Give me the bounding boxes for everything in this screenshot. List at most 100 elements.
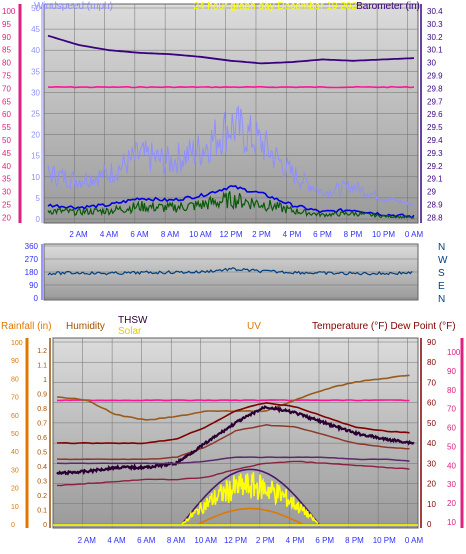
bottom-temp-tick-label: 30 <box>427 459 436 468</box>
bottom-dew-tick-label: 10 <box>447 518 456 527</box>
top-left-tick-label: 65 <box>2 97 11 106</box>
bottom-humidity-tick-label: 0.7 <box>37 421 47 428</box>
bottom-x-tick-label: 4 AM <box>107 536 126 545</box>
wind-direction-line <box>47 267 413 276</box>
bottom-temp-tick-label: 50 <box>427 419 436 428</box>
top-left-tick-label: 50 <box>2 136 11 145</box>
compass-label: W <box>438 255 448 266</box>
top-left-tick-label: 25 <box>2 201 11 210</box>
top-right-tick-label: 29.7 <box>427 97 443 106</box>
top-x-tick-label: 10 AM <box>189 230 212 239</box>
top-right-tick-label: 28.9 <box>427 201 443 210</box>
top-left-tick-label: 40 <box>2 162 11 171</box>
top-left-tick-label: 80 <box>2 59 11 68</box>
bottom-temp-tick-label: 80 <box>427 358 436 367</box>
bottom-x-tick-label: 10 AM <box>194 536 217 545</box>
bottom-humidity-tick-label: 0 <box>43 522 47 529</box>
bottom-humidity-tick-label: 1.1 <box>37 363 47 370</box>
bottom-x-tick-label: 8 AM <box>167 536 186 545</box>
top-right-tick-label: 29.5 <box>427 123 443 132</box>
bottom-humidity-tick-label: 0.5 <box>37 450 47 457</box>
bottom-dew-tick-label: 30 <box>447 480 456 489</box>
barometer-line <box>47 34 415 65</box>
bottom-rain-tick-label: 20 <box>11 486 19 493</box>
top-right-tick-label: 29 <box>427 188 436 197</box>
thsw-line <box>56 405 415 476</box>
bottom-dew-tick-label: 80 <box>447 386 456 395</box>
top-right-tick-label: 29.2 <box>427 162 443 171</box>
bottom-dew-tick-label: 100 <box>447 348 461 357</box>
top-x-tick-label: 10 PM <box>372 230 395 239</box>
windspeed-title: Windspeed (mph) <box>34 1 113 12</box>
top-inner-tick-label: 15 <box>31 152 40 161</box>
top-inner-tick-label: 35 <box>31 67 40 76</box>
top-left-tick-label: 70 <box>2 84 11 93</box>
top-inner-tick-label: 40 <box>31 46 40 55</box>
bottom-humidity-tick-label: 1.2 <box>37 348 47 355</box>
bottom-rain-tick-label: 40 <box>11 449 19 456</box>
top-x-tick-label: 8 PM <box>344 230 363 239</box>
top-right-tick-label: 29.1 <box>427 175 443 184</box>
pink-reference-line-bottom <box>57 399 410 402</box>
bottom-dew-tick-label: 20 <box>447 499 456 508</box>
top-inner-tick-label: 0 <box>36 215 41 224</box>
bottom-temp-tick-label: 10 <box>427 500 436 509</box>
bottom-humidity-tick-label: 0.1 <box>37 508 47 515</box>
top-left-tick-label: 90 <box>2 33 11 42</box>
top-right-tick-label: 30.4 <box>427 7 443 16</box>
bottom-x-tick-label: 8 PM <box>345 536 364 545</box>
top-x-tick-label: 2 PM <box>252 230 271 239</box>
bottom-x-tick-label: 2 AM <box>78 536 97 545</box>
bottom-humidity-tick-label: 0.9 <box>37 392 47 399</box>
bottom-dew-tick-label: 50 <box>447 442 456 451</box>
top-left-tick-label: 60 <box>2 110 11 119</box>
top-left-tick-label: 100 <box>2 7 16 16</box>
solar-max-curve <box>181 468 320 525</box>
bottom-temp-tick-label: 90 <box>427 338 436 347</box>
bottom-x-tick-label: 10 PM <box>373 536 396 545</box>
bottom-rain-tick-label: 90 <box>11 358 19 365</box>
top-right-tick-label: 30.3 <box>427 20 443 29</box>
top-x-tick-label: 4 PM <box>283 230 302 239</box>
top-left-tick-label: 35 <box>2 175 11 184</box>
wind-average-line <box>47 184 415 219</box>
uv-line <box>197 507 303 525</box>
temperature-dewpoint-label: Temperature (°F) Dew Point (°F) <box>312 321 456 332</box>
top-left-tick-label: 95 <box>2 20 11 29</box>
bottom-rain-tick-label: 10 <box>11 504 19 511</box>
uv-label: UV <box>247 321 261 332</box>
bottom-temp-tick-label: 20 <box>427 480 436 489</box>
top-inner-tick-label: 30 <box>31 88 40 97</box>
direction-tick-label: 270 <box>25 255 39 264</box>
wind-low-line <box>47 191 415 219</box>
top-right-tick-label: 28.8 <box>427 213 443 222</box>
pink-reference-line <box>47 85 415 89</box>
top-left-tick-label: 75 <box>2 72 11 81</box>
top-x-tick-label: 8 AM <box>161 230 180 239</box>
dew-point-line <box>56 460 410 487</box>
top-inner-tick-label: 45 <box>31 25 40 34</box>
bottom-humidity-tick-label: 0.6 <box>37 435 47 442</box>
temperature-line <box>56 401 410 445</box>
barometer-title: Barometer (in) <box>356 1 420 12</box>
bottom-x-tick-label: 6 PM <box>315 536 334 545</box>
top-inner-tick-label: 20 <box>31 131 40 140</box>
top-inner-tick-label: 5 <box>36 194 41 203</box>
heat-index-line <box>56 424 410 461</box>
bottom-humidity-tick-label: 0.3 <box>37 479 47 486</box>
direction-tick-label: 180 <box>25 268 39 277</box>
bottom-rain-tick-label: 50 <box>11 431 19 438</box>
bottom-humidity-tick-label: 0.8 <box>37 406 47 413</box>
top-right-tick-label: 29.6 <box>427 110 443 119</box>
bottom-dew-tick-label: 70 <box>447 405 456 414</box>
top-inner-tick-label: 10 <box>31 173 40 182</box>
bottom-x-tick-label: 0 AM <box>405 536 424 545</box>
top-left-tick-label: 45 <box>2 149 11 158</box>
bottom-rain-tick-label: 100 <box>11 340 23 347</box>
top-right-tick-label: 30.1 <box>427 46 443 55</box>
bottom-dew-tick-label: 90 <box>447 367 456 376</box>
top-x-tick-label: 6 PM <box>313 230 332 239</box>
top-x-tick-label: 4 AM <box>100 230 119 239</box>
